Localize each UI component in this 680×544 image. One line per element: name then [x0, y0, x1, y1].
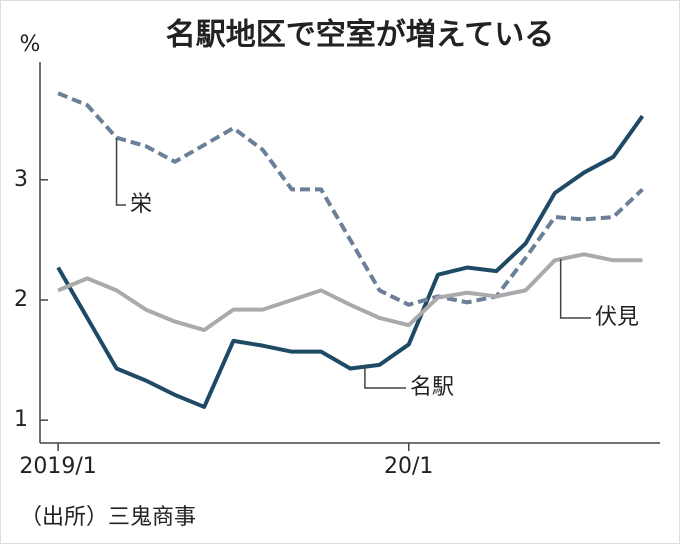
series-line [56, 114, 645, 409]
y-tick-label: 3 [14, 167, 28, 192]
series-label: 名駅 [410, 375, 454, 400]
series-line [57, 252, 643, 333]
series-line [57, 91, 644, 307]
x-tick-label: 20/1 [384, 454, 433, 479]
leader-line [364, 366, 406, 389]
source: （出所）三鬼商事 [20, 505, 196, 530]
x-tick-label: 2019/1 [19, 454, 96, 479]
chart-title: 名駅地区で空室が増えている [166, 18, 555, 53]
y-tick-label: 2 [14, 287, 28, 312]
series-label: 伏見 [595, 305, 639, 330]
leader-line [559, 259, 591, 319]
y-tick-label: 1 [14, 407, 28, 432]
leader-line [115, 137, 126, 206]
y-unit: % [20, 32, 41, 57]
series-label: 栄 [130, 192, 152, 217]
